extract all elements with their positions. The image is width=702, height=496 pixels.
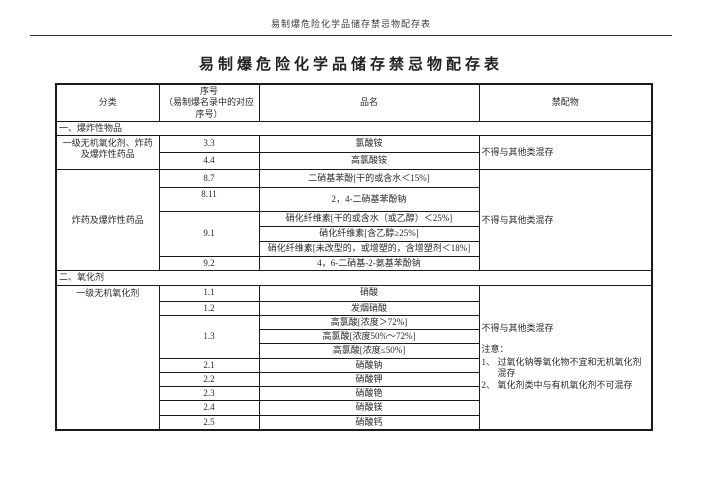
table-row: 2.4 硝酸镁 — [56, 400, 652, 416]
header-category: 分类 — [55, 83, 160, 122]
product-name-cell: 硝酸钙 — [258, 414, 480, 431]
serial-cell: 2.1 — [158, 357, 260, 373]
section-title-explosives: 一、爆炸性物品 — [55, 120, 653, 137]
note-2-number: 2、 — [481, 380, 496, 390]
serial-cell: 8.7 — [158, 169, 260, 188]
section-row-explosives: 一、爆炸性物品 — [55, 120, 653, 137]
serial-cell: 2.5 — [158, 414, 260, 431]
product-name-cell: 高氯酸[浓度＞72%] — [258, 314, 480, 331]
product-name-cell: 氯酸铵 — [258, 135, 480, 153]
product-name-cell: 硝酸镁 — [258, 400, 480, 416]
note-item-1: 1、 过氧化钠等氧化物不宜和无机氧化剂混存 — [482, 357, 650, 380]
category-cell: 一级无机氧化剂 — [55, 284, 160, 431]
table-row: 2.5 硝酸钙 — [56, 414, 652, 431]
serial-cell: 2.3 — [158, 385, 260, 402]
product-name-cell: 高氯酸铵 — [258, 152, 480, 170]
forbidden-cell: 不得与其他类混存 — [478, 135, 653, 170]
serial-cell: 1.1 — [158, 284, 260, 302]
product-name-cell: 硝酸铯 — [258, 385, 480, 402]
header-product-name: 品名 — [258, 83, 480, 122]
table-row: 炸药及爆炸性药品 8.7 二硝基苯酚[干的或含水＜15%] 不得与其他类混存 — [55, 168, 653, 272]
serial-cell: 4.4 — [158, 152, 260, 170]
product-name-cell: 4，6-二硝基-2-氨基苯酚钠 — [258, 255, 480, 272]
product-name-cell: 发烟硝酸 — [258, 300, 480, 316]
table-row: 8.11 2，4-二硝基苯酚钠 — [56, 187, 652, 212]
serial-cell: 9.2 — [158, 255, 260, 272]
product-name-cell: 硝酸钠 — [258, 357, 480, 373]
section-title-oxidizers: 二、氧化剂 — [55, 270, 653, 286]
serial-cell: 1.2 — [158, 300, 260, 316]
table-row: 一级无机氧化剂、炸药及爆炸性药品 3.3 氯酸铵 不得与其他类混存 — [55, 135, 653, 170]
serial-cell: 8.11 — [158, 187, 260, 212]
product-name-cell: 高氯酸[浓度≤50%] — [258, 343, 480, 359]
table-header-row: 分类 序号 （易制爆名录中的对应序号） 品名 禁配物 — [55, 83, 653, 122]
product-name-cell: 高氯酸[浓度50%～72%] — [258, 328, 480, 345]
header-serial-line2: （易制爆名录中的对应序号） — [163, 97, 254, 119]
table-row: 2.3 硝酸铯 — [56, 385, 652, 402]
serial-cell: 1.3 — [158, 314, 260, 359]
forbidden-text: 不得与其他类混存 — [481, 323, 554, 333]
product-name-cell: 硝化纤维素[未改型的，或增塑的，含增塑剂＜18%] — [258, 241, 480, 257]
category-cell: 一级无机氧化剂、炸药及爆炸性药品 — [55, 135, 160, 170]
product-name-cell: 2，4-二硝基苯酚钠 — [258, 187, 480, 212]
serial-cell: 2.4 — [158, 400, 260, 416]
note-2-text: 氧化剂类中与有机氧化剂不可混存 — [497, 380, 633, 390]
product-name-cell: 硝酸钾 — [258, 371, 480, 388]
header-forbidden: 禁配物 — [478, 83, 653, 122]
header-serial: 序号 （易制爆名录中的对应序号） — [158, 83, 260, 122]
table-row: 2.2 硝酸钾 — [56, 371, 652, 388]
table-row: 1.2 发烟硝酸 — [56, 300, 652, 316]
chemicals-table: 分类 序号 （易制爆名录中的对应序号） 品名 禁配物 一、爆炸性物品 一级无机氧… — [55, 83, 653, 431]
note-title: 注意： — [481, 344, 509, 355]
product-name-cell: 硝化纤维素[干的或含水（或乙醇）＜25%] — [258, 211, 480, 227]
forbidden-cell: 不得与其他类混存 注意： 1、 过氧化钠等氧化物不宜和无机氧化剂混存 2、 氧化… — [478, 284, 653, 431]
note-1-number: 1、 — [481, 356, 496, 367]
note-item-2: 2、 氧化剂类中与有机氧化剂不可混存 — [482, 380, 650, 391]
product-name-cell: 硝酸 — [258, 284, 480, 302]
serial-cell: 9.1 — [158, 211, 260, 257]
product-name-cell: 硝化纤维素[含乙醇≥25%] — [258, 226, 480, 242]
page-title: 易制爆危险化学品储存禁忌物配存表 — [198, 57, 503, 73]
running-header: 易制爆危险化学品储存禁忌物配存表 — [30, 0, 672, 36]
section-row-oxidizers: 二、氧化剂 — [55, 270, 653, 286]
category-cell: 炸药及爆炸性药品 — [55, 168, 160, 272]
forbidden-cell: 不得与其他类混存 — [478, 168, 653, 272]
serial-cell: 3.3 — [158, 135, 260, 153]
table-row: 一级无机氧化剂 1.1 硝酸 不得与其他类混存 注意： 1、 过氧化钠等氧化物不… — [55, 284, 653, 431]
note-1-text: 过氧化钠等氧化物不宜和无机氧化剂混存 — [497, 356, 642, 378]
product-name-cell: 二硝基苯酚[干的或含水＜15%] — [258, 169, 480, 188]
serial-cell: 2.2 — [158, 371, 260, 388]
header-serial-line1: 序号 — [199, 86, 218, 96]
